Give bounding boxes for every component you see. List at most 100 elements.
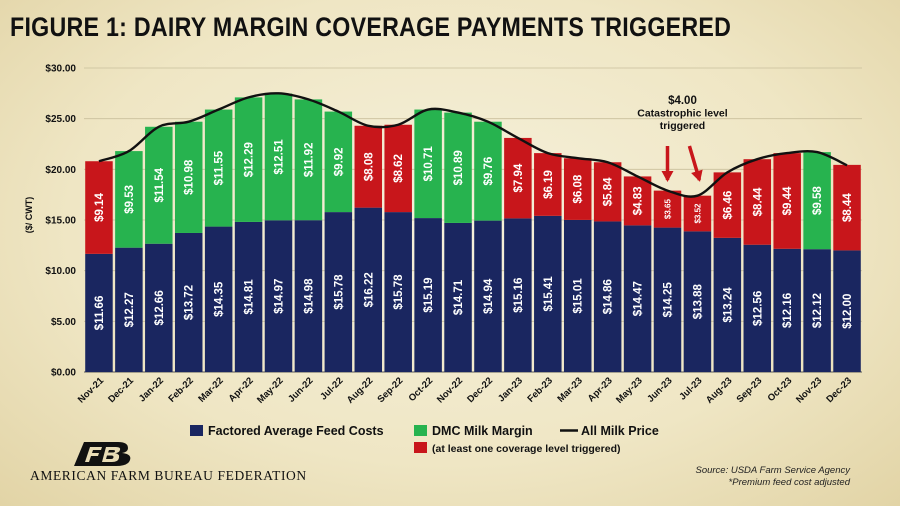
feed-cost-data-label: $11.66 [94,296,106,331]
margin-data-label: $11.55 [214,150,226,185]
margin-data-label: $3.52 [693,203,702,224]
margin-data-label: $3.65 [664,199,673,220]
margin-bar [204,109,233,227]
chart-title: FIGURE 1: DAIRY MARGIN COVERAGE PAYMENTS… [10,12,732,42]
margin-bar [85,161,113,254]
feed-cost-data-label: $14.97 [274,279,286,314]
feed-cost-bar [803,249,831,372]
margin-bar [773,153,801,249]
feed-cost-bar [204,226,233,372]
margin-bar [414,109,442,219]
annotation-arrow-head [691,169,703,182]
org-name: AMERICAN FARM BUREAU FEDERATION [30,468,307,483]
feed-cost-bar [234,221,263,372]
x-tick-label: May-22 [255,375,286,406]
margin-data-label: $12.51 [274,139,286,175]
margin-bar [713,172,742,238]
feed-cost-bar [653,227,682,372]
x-tick-label: Feb-23 [525,375,554,404]
legend-note: (at least one coverage level triggered) [432,443,621,455]
margin-data-label: $8.08 [363,152,375,181]
feed-cost-data-label: $15.78 [393,274,405,310]
feed-cost-data-label: $12.27 [124,292,136,327]
margin-bar [593,162,622,222]
feed-cost-data-label: $15.19 [423,277,435,312]
feed-cost-bar [354,207,383,372]
feed-cost-data-label: $14.25 [663,282,675,318]
feed-cost-data-label: $13.72 [184,285,196,320]
margin-bar [504,137,532,219]
feed-cost-data-label: $12.00 [842,294,854,329]
annotation-text: $4.00 [668,95,697,107]
feed-cost-bar [384,212,412,372]
x-tick-label: May-23 [614,375,645,406]
margin-data-label: $4.83 [633,187,645,216]
fb-logo-mark-icon [74,442,131,466]
feed-cost-bar [833,250,861,372]
margin-bar [534,153,562,216]
margin-data-label: $10.71 [423,146,435,182]
feed-cost-data-label: $12.12 [812,293,824,328]
x-tick-label: Nov-22 [435,375,465,405]
y-tick-label: $30.00 [45,64,76,75]
margin-data-label: $9.53 [124,185,136,214]
margin-data-label: $7.94 [513,163,525,192]
x-tick-label: Jan-22 [137,375,166,404]
margin-bar [234,97,263,222]
margin-data-label: $9.58 [812,186,824,215]
feed-cost-data-label: $16.22 [363,272,375,307]
x-tick-label: Nov-21 [76,375,107,406]
feed-cost-bar [563,219,592,372]
feed-cost-data-label: $14.35 [214,281,226,317]
margin-bar [384,124,412,213]
legend-label: DMC Milk Margin [432,424,533,438]
x-tick-label: Oct-22 [407,375,436,404]
margin-data-label: $6.19 [543,170,555,199]
x-tick-label: Dec-22 [465,375,495,405]
annotation-arrow-head [661,171,674,182]
feed-cost-data-label: $14.47 [633,281,645,316]
y-tick-label: $5.00 [51,317,76,328]
y-tick-label: $15.00 [45,216,76,227]
x-tick-label: Jun-23 [645,375,674,404]
legend-swatch-margin [414,425,427,436]
x-tick-label: Jun-22 [286,375,315,404]
feed-cost-bar [504,218,532,372]
margin-data-label: $9.44 [782,186,794,215]
legend-label: All Milk Price [581,424,659,438]
margin-data-label: $11.92 [303,143,315,178]
margin-bar [444,112,472,223]
x-tick-label: Apr-23 [586,375,615,404]
feed-cost-data-label: $15.78 [333,274,345,310]
margin-data-label: $10.89 [453,150,465,185]
feed-cost-bar [593,221,622,372]
y-tick-label: $0.00 [51,368,76,379]
margin-data-label: $10.98 [184,159,196,195]
feed-cost-bar [623,225,652,372]
feed-cost-bar [743,244,772,372]
annotation-text: triggered [660,120,706,132]
x-tick-label: Jan-23 [496,375,525,404]
feed-cost-bar [683,231,712,372]
source-line: Source: USDA Farm Service Agency [695,465,850,476]
feed-cost-bar [264,220,293,372]
x-tick-label: Sep-23 [735,375,765,405]
feed-cost-data-label: $14.98 [303,278,315,314]
x-tick-label: Mar-23 [555,375,584,404]
feed-cost-data-label: $14.81 [244,279,256,315]
feed-cost-data-label: $14.71 [453,279,465,315]
x-tick-label: Mar-22 [196,375,225,404]
feed-cost-data-label: $13.24 [722,287,734,323]
feed-cost-data-label: $12.56 [752,291,764,326]
x-tick-label: Apr-22 [227,375,256,404]
margin-data-label: $9.76 [483,157,495,186]
margin-data-label: $9.92 [333,147,345,176]
legend-swatch-feed [190,425,203,436]
feed-cost-data-label: $15.16 [513,278,525,313]
feed-cost-data-label: $15.01 [573,278,585,314]
x-tick-label: Jul-22 [318,375,345,402]
feed-cost-data-label: $14.94 [483,278,495,314]
feed-cost-bar [145,243,173,372]
margin-bar [743,159,772,245]
feed-cost-bar [414,218,442,372]
